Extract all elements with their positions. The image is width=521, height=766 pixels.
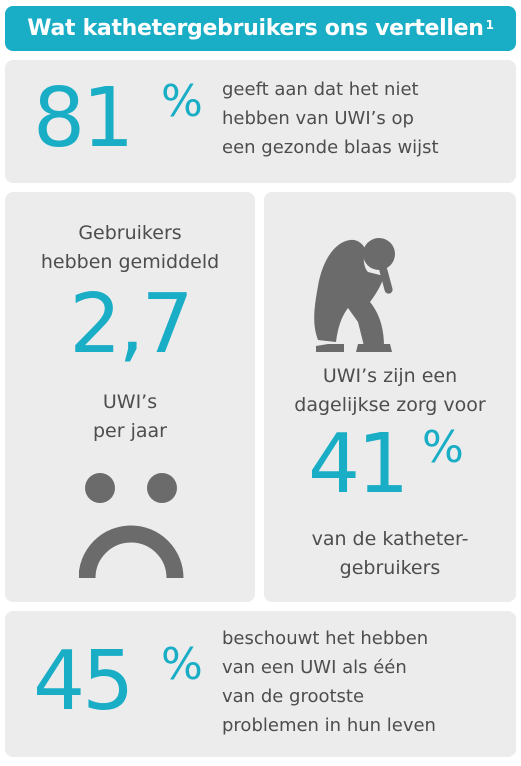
- stat-41-unit: %: [422, 422, 464, 473]
- stat-2-7-value: 2,7: [69, 277, 193, 372]
- stat-panel-45: 45 % beschouwt het hebben van een UWI al…: [5, 611, 516, 757]
- stat-2-7-line: UWI’s: [102, 391, 158, 413]
- stat-45-line: beschouwt het hebben: [222, 628, 429, 649]
- stat-45-figure: 45 %: [33, 641, 203, 723]
- stat-2-7-intro: Gebruikers hebben gemiddeld: [5, 219, 255, 277]
- stat-41-value: 41: [308, 417, 409, 512]
- stat-81-line: hebben van UWI’s op: [222, 108, 414, 129]
- footnote-marker: 1: [485, 17, 494, 32]
- page-title-text: Wat kathetergebruikers ons vertellen: [27, 16, 484, 41]
- stat-45-description: beschouwt het hebben van een UWI als één…: [222, 624, 436, 740]
- sad-face-icon: [79, 473, 184, 579]
- stat-2-7-line: per jaar: [93, 420, 167, 442]
- stat-41-intro: UWI’s zijn een dagelijkse zorg voor: [264, 362, 516, 420]
- stat-41-figure: 41 %: [308, 424, 464, 506]
- stat-81-unit: %: [161, 76, 203, 127]
- stat-45-line: van een UWI als één: [222, 657, 407, 678]
- stat-45-value: 45: [33, 634, 134, 729]
- page-title: Wat kathetergebruikers ons vertellen 1: [5, 6, 516, 51]
- stat-81-value: 81: [33, 71, 134, 166]
- stat-41-line: dagelijkse zorg voor: [294, 394, 486, 416]
- stat-2-7-line: Gebruikers: [78, 222, 182, 244]
- stat-panel-41: UWI’s zijn een dagelijkse zorg voor 41 %…: [264, 192, 516, 602]
- stat-2-7-unit: UWI’s per jaar: [5, 388, 255, 446]
- stat-panel-2-7: Gebruikers hebben gemiddeld 2,7 UWI’s pe…: [5, 192, 255, 602]
- distressed-person-icon: [314, 238, 395, 352]
- stat-2-7-figure: 2,7: [5, 284, 255, 366]
- stat-81-figure: 81 %: [33, 78, 203, 160]
- stat-81-description: geeft aan dat het niet hebben van UWI’s …: [222, 75, 439, 162]
- stat-45-unit: %: [161, 639, 203, 690]
- stat-45-line: problemen in hun leven: [222, 715, 436, 736]
- stat-2-7-line: hebben gemiddeld: [40, 251, 220, 273]
- stat-41-line: van de katheter-: [311, 528, 469, 550]
- stat-panel-81: 81 % geeft aan dat het niet hebben van U…: [5, 60, 516, 183]
- stat-41-line: UWI’s zijn een: [322, 365, 458, 387]
- stat-45-line: van de grootste: [222, 686, 365, 707]
- stat-81-line: geeft aan dat het niet: [222, 79, 419, 100]
- stat-81-line: een gezonde blaas wijst: [222, 137, 439, 158]
- stat-41-line: gebruikers: [339, 557, 441, 579]
- stat-41-outro: van de katheter- gebruikers: [264, 525, 516, 583]
